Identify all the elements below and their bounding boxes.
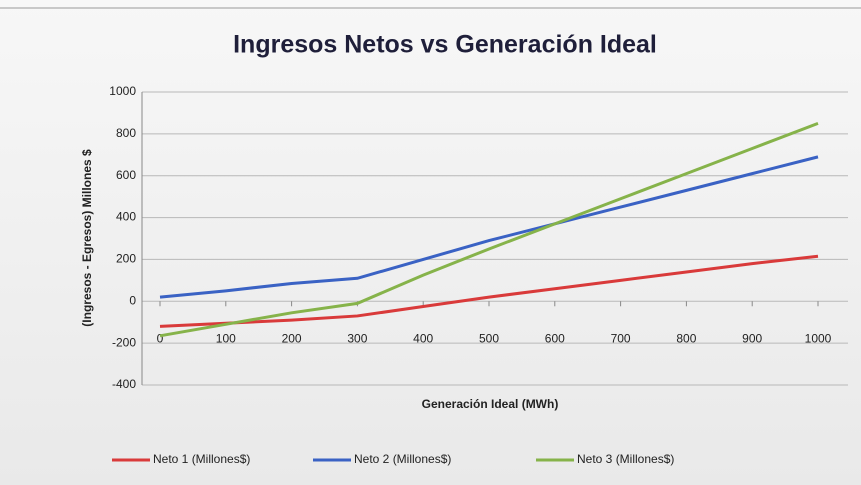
x-axis-label: Generación Ideal (MWh) <box>422 397 559 411</box>
legend-label: Neto 2 (Millones$) <box>354 452 451 466</box>
y-tick-label: -400 <box>112 377 136 391</box>
series-line <box>159 121 819 338</box>
y-tick-label: 400 <box>116 210 136 224</box>
x-tick-label: 700 <box>611 331 631 345</box>
x-tick-label: 400 <box>413 331 433 345</box>
y-axis-label: (Ingresos - Egresos) Millones $ <box>80 149 94 327</box>
y-tick-label: 600 <box>116 168 136 182</box>
series-line <box>159 254 819 328</box>
y-tick-label: -200 <box>112 335 136 349</box>
y-tick-label: 1000 <box>109 84 136 98</box>
x-tick-label: 0 <box>157 331 164 345</box>
chart-title: Ingresos Netos vs Generación Ideal <box>233 31 657 59</box>
x-tick-label: 300 <box>347 331 367 345</box>
x-tick-label: 100 <box>216 331 236 345</box>
x-tick-label: 900 <box>742 331 762 345</box>
legend-label: Neto 1 (Millones$) <box>153 452 250 466</box>
x-tick-label: 1000 <box>805 331 832 345</box>
x-tick-label: 500 <box>479 331 499 345</box>
x-tick-label: 600 <box>545 331 565 345</box>
y-tick-label: 800 <box>116 126 136 140</box>
x-tick-label: 200 <box>282 331 302 345</box>
y-tick-label: 200 <box>116 252 136 266</box>
legend-label: Neto 3 (Millones$) <box>577 452 674 466</box>
x-tick-label: 800 <box>676 331 696 345</box>
series-line <box>159 155 819 299</box>
y-tick-label: 0 <box>129 293 136 307</box>
